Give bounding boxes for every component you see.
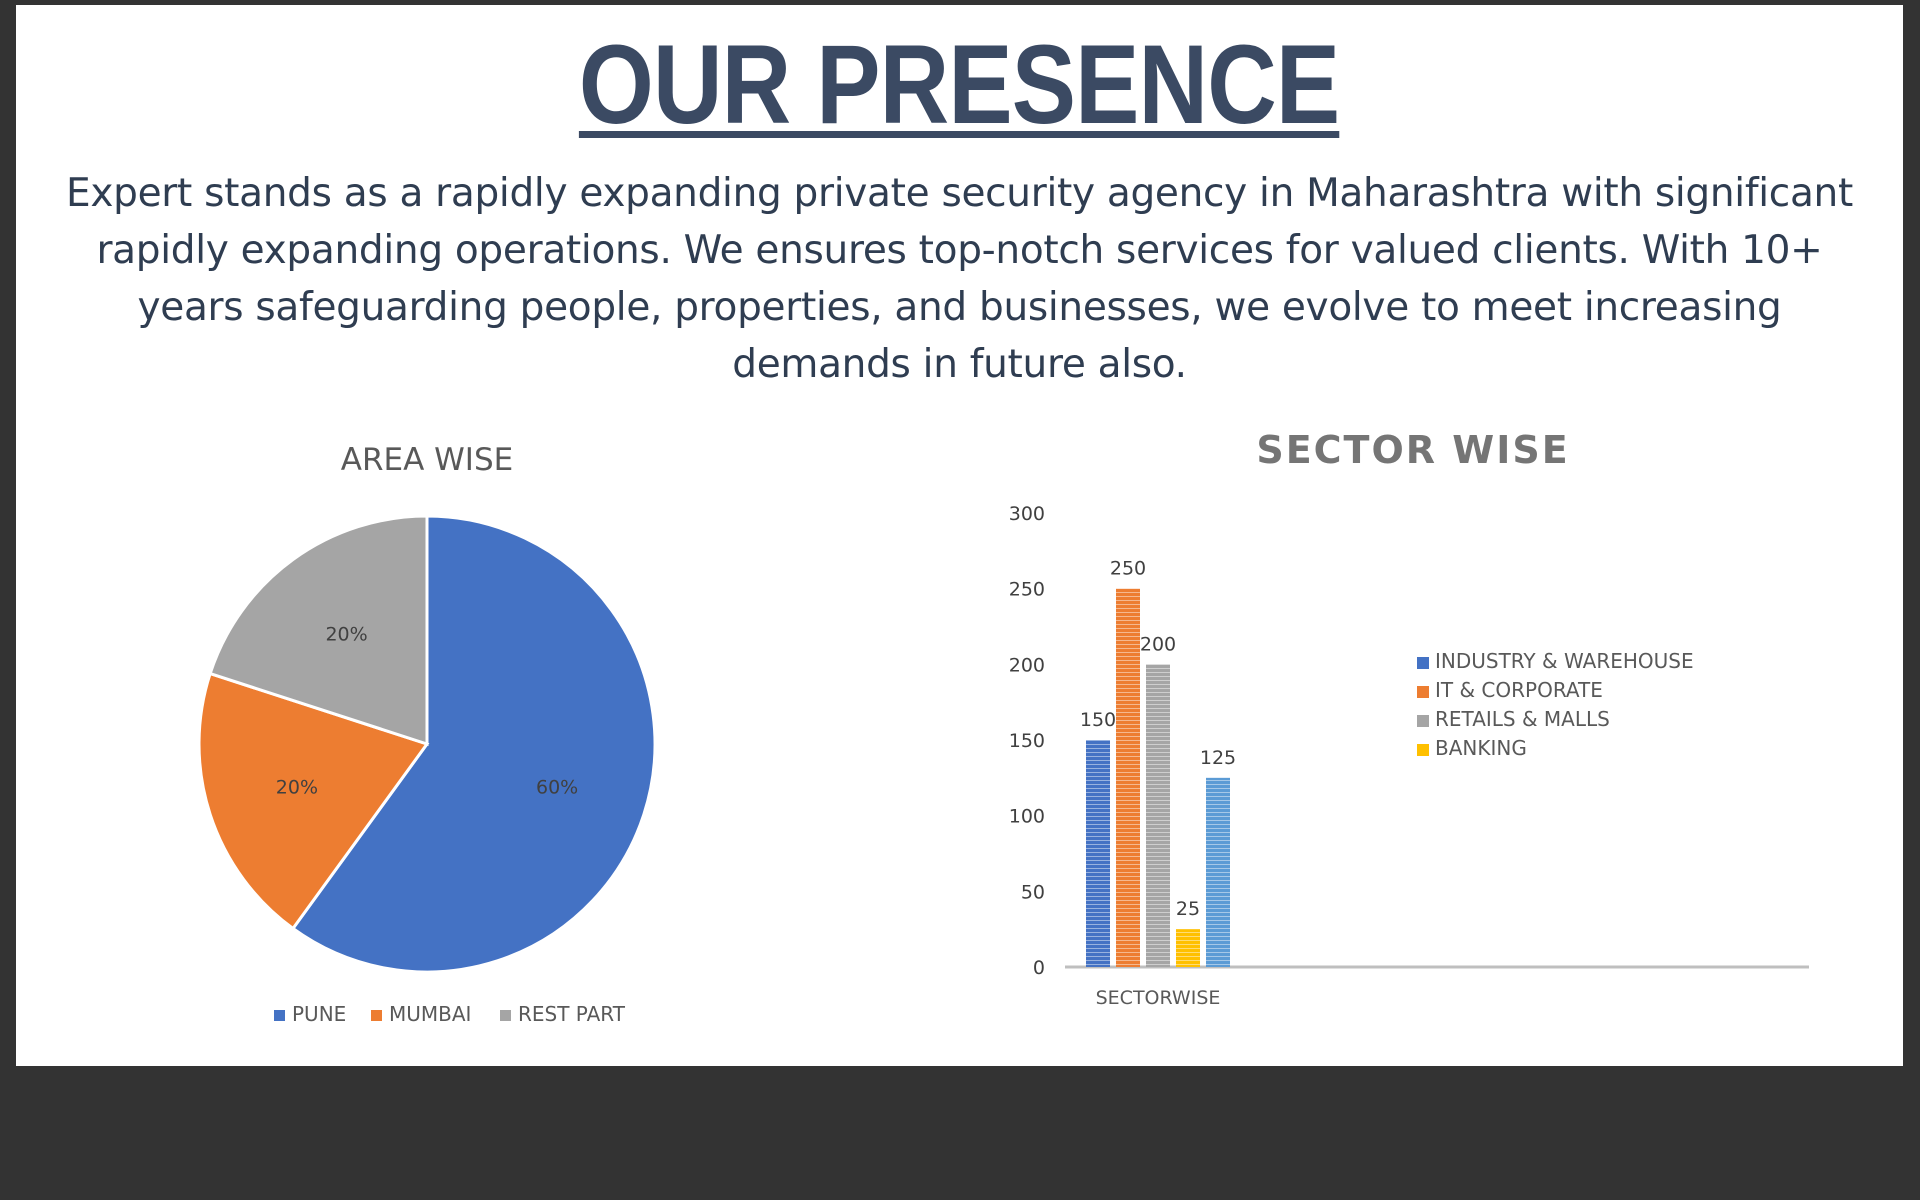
bar-retails-malls — [1146, 664, 1170, 967]
pie-slice-pune — [290, 514, 657, 974]
bar-data-label: 125 — [1200, 747, 1236, 769]
pie-legend-label: REST PART — [518, 1002, 626, 1026]
bar-legend-label: BANKING — [1435, 736, 1527, 760]
legend-marker — [500, 1010, 511, 1021]
pie-chart-title: AREA WISE — [341, 442, 513, 478]
page-title-text: OUR PRESENCE — [579, 22, 1340, 147]
y-tick-label: 150 — [1009, 730, 1045, 752]
bar-data-label: 150 — [1080, 709, 1116, 731]
x-category-label: SECTORWISE — [1096, 987, 1221, 1009]
slide: OUR PRESENCE Expert stands as a rapidly … — [16, 5, 1903, 1066]
y-tick-label: 100 — [1009, 806, 1045, 828]
bar-data-label: 200 — [1140, 633, 1176, 655]
legend-marker — [1417, 744, 1429, 756]
y-tick-label: 200 — [1009, 654, 1045, 676]
bar-data-label: 25 — [1176, 898, 1200, 920]
bar-legend-label: RETAILS & MALLS — [1435, 707, 1610, 731]
legend-marker — [371, 1010, 382, 1021]
pie-legend-label: PUNE — [292, 1002, 346, 1026]
y-tick-label: 0 — [1033, 957, 1045, 979]
bar-data-label: 250 — [1110, 558, 1146, 580]
pie-legend-label: MUMBAI — [389, 1002, 471, 1026]
page-title: OUR PRESENCE — [16, 25, 1903, 145]
bar-legend-label: IT & CORPORATE — [1435, 678, 1603, 702]
y-tick-label: 250 — [1009, 579, 1045, 601]
area-wise-pie-chart: AREA WISE 60% 20% 20% PUNE MUMBAI REST PART — [197, 442, 657, 1026]
bar-legend-label: INDUSTRY & WAREHOUSE — [1435, 649, 1694, 673]
legend-marker — [1417, 715, 1429, 727]
bar-banking — [1176, 929, 1200, 967]
bar-chart-title: SECTOR WISE — [1256, 428, 1569, 472]
pie-slice-rest-part — [208, 514, 429, 747]
legend-marker — [274, 1010, 285, 1021]
y-tick-label: 50 — [1021, 881, 1045, 903]
pie-data-label: 20% — [325, 623, 367, 645]
bar-series-5 — [1206, 777, 1230, 967]
legend-marker — [1417, 686, 1429, 698]
bar-it-corporate — [1116, 588, 1140, 967]
intro-paragraph: Expert stands as a rapidly expanding pri… — [66, 171, 1853, 387]
pie-slice-mumbai — [197, 671, 430, 931]
pie-data-label: 60% — [536, 776, 578, 798]
sector-wise-bar-chart: SECTOR WISE 0 50 100 150 200 250 300 150 250 200 25… — [1009, 428, 1809, 1009]
y-tick-label: 300 — [1009, 503, 1045, 525]
bar-industry-warehouse — [1086, 740, 1110, 967]
legend-marker — [1417, 657, 1429, 669]
pie-data-label: 20% — [276, 776, 318, 798]
